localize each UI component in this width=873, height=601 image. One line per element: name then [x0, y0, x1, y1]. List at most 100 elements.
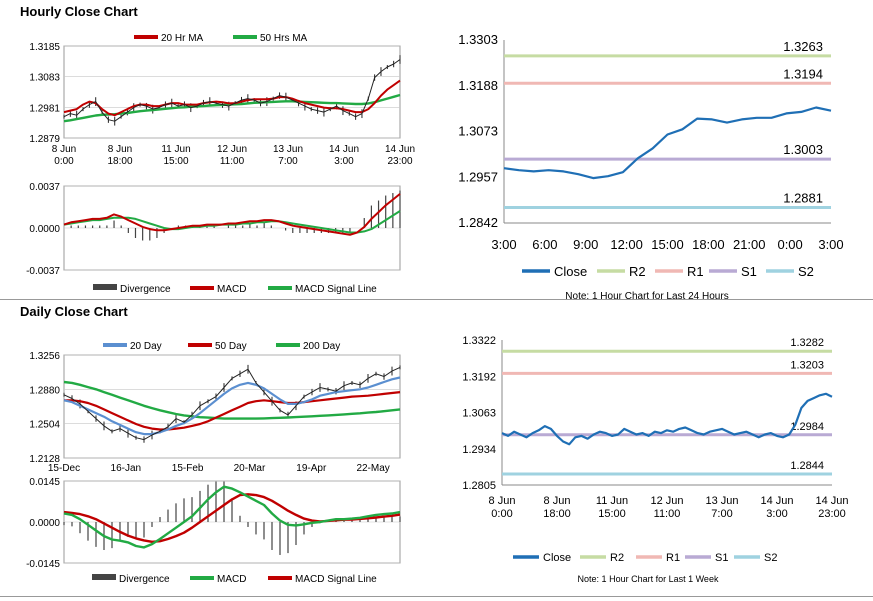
daily-legend-50day-label: 50 Day: [215, 341, 247, 352]
hourly-price-x-tick: 12 Jun: [217, 144, 247, 155]
hourly-pivot-level-label: 1.3194: [783, 66, 823, 81]
daily-price-x-tick: 19-Apr: [296, 463, 327, 474]
daily-20-day-line: [63, 376, 401, 436]
daily-pivot-x-tick: 0:00: [491, 508, 512, 520]
hourly-pivot-x-tick: 3:00: [491, 237, 516, 252]
hourly-pivot-note: Note: 1 Hour Chart for Last 24 Hours: [565, 291, 728, 302]
hourly-pivot-x-tick: 18:00: [692, 237, 725, 252]
daily-pivot-x-tick: 8 Jun: [544, 495, 571, 507]
daily-pivot-level-label: 1.3203: [790, 359, 824, 371]
daily-legend-20day-label: 20 Day: [130, 341, 162, 352]
hourly-signal-line: [63, 210, 401, 234]
hourly-pivot-x-tick: 9:00: [573, 237, 598, 252]
daily-pivot-legend-label: S1: [715, 552, 728, 564]
hourly-pivot-y-tick: 1.3073: [458, 124, 498, 139]
hourly-pivot-x-tick: 15:00: [651, 237, 684, 252]
daily-pivot-x-tick: 11 Jun: [596, 495, 628, 507]
hourly-pivot-legend-label: R2: [629, 264, 646, 279]
daily-price-x-tick: 15-Dec: [48, 463, 80, 474]
daily-pivot-x-tick: 13 Jun: [705, 495, 738, 507]
daily-50-day-line: [64, 391, 401, 431]
daily-pivot-x-tick: 3:00: [766, 508, 787, 520]
daily-pivot-x-tick: 14 Jun: [815, 495, 848, 507]
hourly-pivot-level-label: 1.3263: [783, 39, 823, 54]
hourly-price-x-tick: 8 Jun: [108, 144, 132, 155]
hourly-pivot-x-tick: 21:00: [733, 237, 766, 252]
hourly-price-x-tick: 7:00: [278, 156, 298, 167]
hourly-macd-y-tick: -0.0037: [26, 266, 60, 277]
daily-pivot-x-tick: 23:00: [818, 508, 846, 520]
hourly-legend-50ma-label: 50 Hrs MA: [260, 33, 308, 44]
daily-pivot-x-tick: 7:00: [711, 508, 732, 520]
daily-pivot-x-tick: 15:00: [598, 508, 626, 520]
hourly-pivot-legend-label: Close: [554, 264, 587, 279]
daily-price-x-tick: 15-Feb: [172, 463, 204, 474]
hourly-price-x-tick: 3:00: [334, 156, 354, 167]
hourly-legend-divergence-swatch: [93, 284, 117, 290]
daily-pivot-y-tick: 1.2934: [462, 444, 496, 456]
daily-macd-y-tick: 0.0145: [29, 477, 60, 488]
hourly-pivot-x-tick: 6:00: [532, 237, 557, 252]
daily-pivot-level-label: 1.3282: [790, 337, 824, 349]
daily-pivot-note: Note: 1 Hour Chart for Last 1 Week: [578, 574, 719, 584]
daily-price-y-tick: 1.2128: [29, 454, 60, 465]
daily-price-x-tick: 22-May: [356, 463, 389, 474]
hourly-pivot-legend-label: R1: [687, 264, 704, 279]
hourly-pivot-x-tick: 0:00: [777, 237, 802, 252]
daily-pivot-x-tick: 11:00: [654, 508, 681, 520]
hourly-pivot-x-tick: 12:00: [610, 237, 643, 252]
daily-price-y-tick: 1.3256: [29, 351, 60, 362]
hourly-price-x-tick: 15:00: [163, 156, 188, 167]
daily-pivot-y-tick: 1.2805: [462, 480, 496, 492]
hourly-price-x-tick: 11:00: [220, 156, 245, 167]
daily-price-y-tick: 1.2880: [29, 385, 60, 396]
daily-pivot-y-tick: 1.3322: [462, 335, 496, 347]
daily-pivot-legend-label: R2: [610, 552, 624, 564]
hourly-pivot-y-tick: 1.2957: [458, 169, 498, 184]
hourly-pivot-close-line: [503, 106, 832, 180]
hourly-section-title: Hourly Close Chart: [20, 4, 138, 19]
daily-pivot-close-line: [501, 392, 833, 446]
hourly-pivot-y-tick: 1.3188: [458, 78, 498, 93]
daily-pivot-level-label: 1.2984: [790, 421, 824, 433]
hourly-price-y-tick: 1.2981: [29, 103, 60, 114]
daily-pivot-y-tick: 1.3063: [462, 408, 496, 420]
daily-macd-y-tick: 0.0000: [29, 518, 60, 529]
hourly-pivot-level-label: 1.2881: [783, 191, 823, 206]
daily-pivot-x-tick: 14 Jun: [760, 495, 793, 507]
hourly-legend-20ma-label: 20 Hr MA: [161, 33, 204, 44]
hourly-price-x-tick: 23:00: [387, 156, 412, 167]
hourly-price-y-tick: 1.3185: [29, 42, 60, 53]
hourly-price-x-tick: 14 Jun: [329, 144, 359, 155]
daily-pivot-legend-label: R1: [666, 552, 680, 564]
hourly-price-x-tick: 14 Jun: [385, 144, 415, 155]
hourly-macd-y-tick: 0.0037: [29, 182, 60, 193]
hourly-price-x-tick: 13 Jun: [273, 144, 303, 155]
hourly-macd-y-tick: 0.0000: [29, 224, 60, 235]
daily-price-x-tick: 20-Mar: [234, 463, 266, 474]
daily-price-y-tick: 1.2504: [29, 420, 60, 431]
daily-price-x-tick: 16-Jan: [111, 463, 142, 474]
bottom-divider: [0, 596, 873, 597]
hourly-close-line: [63, 59, 401, 122]
hourly-price-x-tick: 0:00: [54, 156, 74, 167]
daily-legend-macd-label: MACD: [217, 574, 246, 585]
daily-legend-200day-label: 200 Day: [303, 341, 340, 352]
daily-pivot-legend-label: Close: [543, 552, 571, 564]
daily-close-line: [63, 366, 401, 441]
hourly-20-ma-line: [63, 79, 401, 117]
daily-section-title: Daily Close Chart: [20, 304, 128, 319]
section-divider: [0, 299, 873, 300]
daily-legend-divergence-label: Divergence: [119, 574, 170, 585]
daily-macd-y-tick: -0.0145: [26, 559, 60, 570]
hourly-pivot-y-tick: 1.3303: [458, 32, 498, 47]
daily-legend-divergence-swatch: [92, 574, 116, 580]
daily-200-day-line: [63, 380, 401, 420]
hourly-price-x-tick: 8 Jun: [52, 144, 76, 155]
daily-legend-signal-label: MACD Signal Line: [295, 574, 377, 585]
hourly-legend-signal-label: MACD Signal Line: [295, 284, 377, 295]
hourly-price-x-tick: 18:00: [107, 156, 132, 167]
daily-pivot-y-tick: 1.3192: [462, 371, 496, 383]
hourly-pivot-legend-label: S2: [798, 264, 814, 279]
hourly-pivot-x-tick: 3:00: [818, 237, 843, 252]
